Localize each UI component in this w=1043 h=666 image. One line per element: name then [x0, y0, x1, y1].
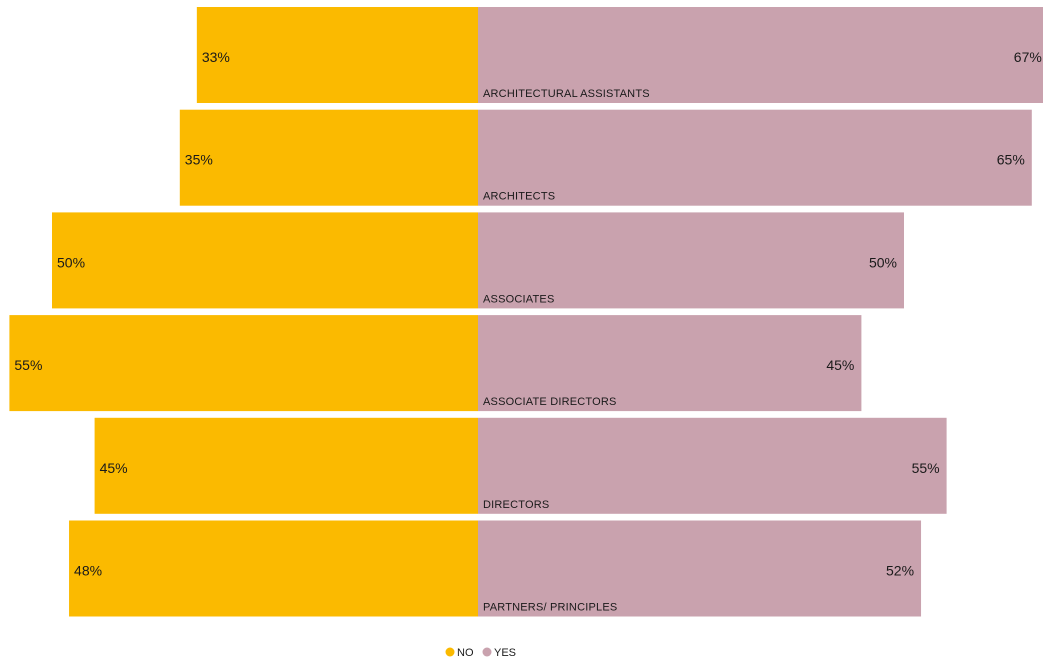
category-label: DIRECTORS	[483, 499, 549, 511]
category-label: ASSOCIATES	[483, 293, 554, 305]
data-label-no: 35%	[185, 152, 213, 168]
legend-swatch-yes	[482, 647, 492, 657]
data-label-yes: 67%	[1014, 49, 1042, 65]
legend-swatch-no	[445, 647, 455, 657]
bar-no	[52, 212, 478, 309]
data-label-no: 33%	[202, 49, 230, 65]
bar-yes	[478, 417, 947, 514]
data-label-yes: 55%	[912, 460, 940, 476]
bar-no	[9, 315, 479, 412]
category-label: PARTNERS/ PRINCIPLES	[483, 602, 617, 614]
bars-layer	[9, 7, 1043, 617]
category-label: ASSOCIATE DIRECTORS	[483, 396, 617, 408]
data-label-yes: 65%	[997, 152, 1025, 168]
bar-yes	[478, 109, 1032, 206]
bar-no	[196, 7, 478, 103]
bar-yes	[478, 212, 904, 309]
data-label-no: 50%	[57, 254, 85, 270]
bar-yes	[478, 7, 1043, 103]
chart-legend: NO YES	[445, 647, 516, 659]
bar-yes	[478, 520, 922, 617]
legend-label-no: NO	[457, 647, 474, 659]
bar-no	[94, 417, 478, 514]
bar-yes	[478, 315, 862, 412]
category-label: ARCHITECTURAL ASSISTANTS	[483, 88, 650, 100]
data-label-yes: 45%	[826, 357, 854, 373]
data-label-no: 48%	[74, 563, 102, 579]
category-label: ARCHITECTS	[483, 191, 555, 203]
data-label-yes: 50%	[869, 254, 897, 270]
data-label-no: 45%	[100, 460, 128, 476]
data-label-no: 55%	[14, 357, 42, 373]
bar-no	[69, 520, 478, 617]
data-label-yes: 52%	[886, 563, 914, 579]
labels-layer: 33% 67% ARCHITECTURAL ASSISTANTS 35% 65% ARCH…	[14, 49, 1041, 614]
legend-label-yes: YES	[494, 647, 516, 659]
bar-no	[179, 109, 479, 206]
